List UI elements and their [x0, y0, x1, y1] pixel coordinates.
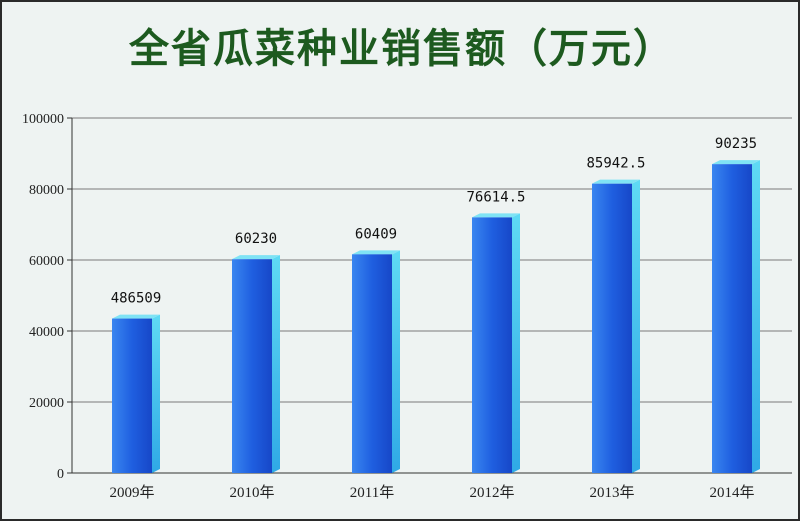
bar-front	[592, 183, 632, 474]
bar	[472, 213, 520, 473]
y-tick-label: 60000	[29, 254, 64, 269]
x-tick-label: 2012年	[469, 484, 514, 501]
bar-top	[352, 250, 400, 255]
bar-side	[512, 213, 520, 473]
bar-front	[472, 217, 512, 473]
data-label: 76614.5	[466, 189, 525, 205]
y-tick-label: 40000	[29, 325, 64, 340]
bar-top	[472, 213, 520, 218]
bar-front	[112, 318, 152, 473]
bar	[712, 160, 760, 473]
y-tick-label: 20000	[29, 396, 64, 411]
bar-front	[232, 259, 272, 473]
bar	[352, 250, 400, 473]
bar-top	[712, 160, 760, 165]
bar-top	[592, 179, 640, 184]
bar-side	[392, 250, 400, 473]
bar	[592, 179, 640, 474]
bar-front	[712, 164, 752, 473]
bar-top	[112, 314, 160, 319]
data-label: 486509	[111, 291, 162, 307]
bar-top	[232, 255, 280, 260]
bar-front	[352, 254, 392, 473]
y-tick-label: 100000	[22, 112, 64, 127]
y-tick-label: 0	[57, 467, 64, 482]
x-tick-label: 2013年	[589, 484, 634, 501]
bar-side	[152, 314, 160, 473]
bar-side	[752, 160, 760, 473]
data-label: 85942.5	[586, 156, 645, 172]
x-tick-label: 2011年	[350, 484, 394, 501]
bar-side	[272, 255, 280, 473]
bar	[112, 314, 160, 473]
x-tick-label: 2010年	[229, 484, 274, 501]
data-label: 90235	[715, 136, 757, 152]
x-tick-label: 2009年	[109, 484, 154, 501]
bar	[232, 255, 280, 473]
data-label: 60230	[235, 231, 277, 247]
chart-title: 全省瓜菜种业销售额（万元）	[129, 26, 675, 72]
y-tick-label: 80000	[29, 183, 64, 198]
bar-side	[632, 179, 640, 474]
data-label: 60409	[355, 226, 397, 242]
x-tick-label: 2014年	[709, 484, 754, 501]
